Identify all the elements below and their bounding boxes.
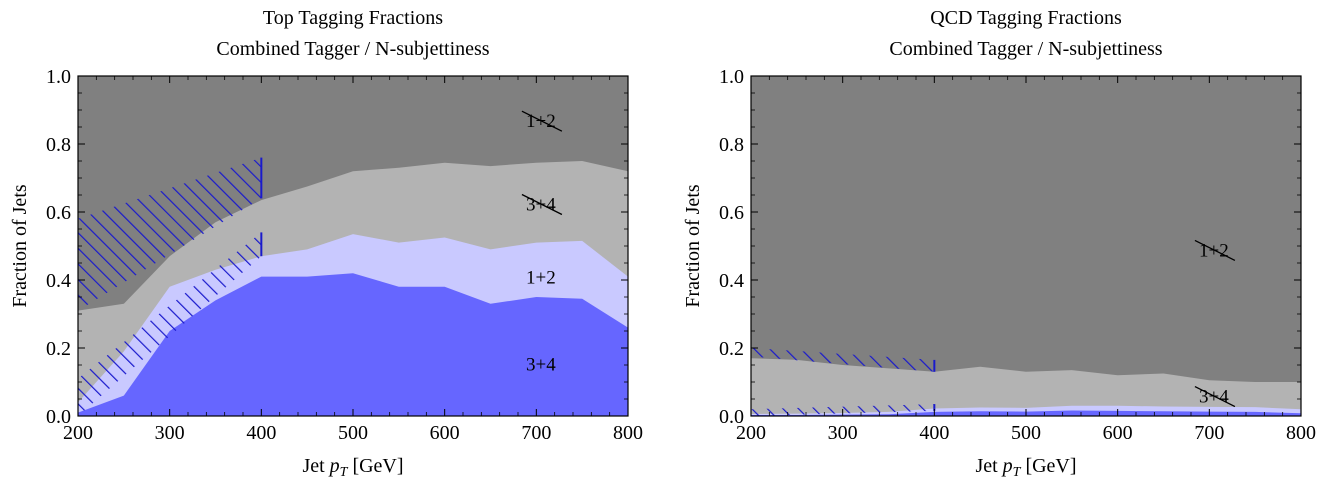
uncertainty-hatch-band-2 [78,232,262,416]
y-tick-label: 0.2 [719,338,744,360]
y-tick-label: 0.6 [719,202,744,224]
chart-panel-1: 1+2 3+4 1+2 3+4 200 300 400 500 600 700 800 0.0 0.2 0… [9,7,643,480]
x-axis-label-word: Jet [975,455,1002,477]
x-axis-label-word: Jet [302,455,329,477]
y-tick-label: 0.8 [46,134,71,156]
y-axis-label: Fraction of Jets [682,184,704,308]
x-tick-label: 500 [1011,422,1041,444]
x-axis-label: Jet pT [GeV] [302,455,403,479]
region-label: 1+2 [526,268,556,289]
region-label-strike [521,110,563,132]
y-tick-label: 0.4 [719,270,744,292]
band-3-4-tagged [78,273,628,416]
plot-area: 1+2 3+4 [751,76,1301,416]
x-axis-label-var: p [328,455,340,477]
x-tick-label: 600 [1103,422,1133,444]
x-axis-label-unit: [GeV] [1020,455,1076,477]
y-tick-label: 0.4 [46,270,71,292]
x-axis-label-sub: T [1013,465,1022,479]
chart-title: QCD Tagging Fractions [930,7,1122,29]
y-tick-label: 0.0 [46,406,71,428]
x-tick-label: 300 [155,422,185,444]
x-tick-label: 400 [246,422,276,444]
x-axis-label: Jet pT [GeV] [975,455,1076,479]
region-label: 1+2 [1199,240,1229,261]
x-tick-label: 700 [1194,422,1224,444]
x-tick-label: 200 [63,422,93,444]
y-tick-label: 1.0 [46,66,71,88]
x-tick-label: 600 [430,422,460,444]
region-label-strike [1194,239,1236,261]
chart-subtitle: Combined Tagger / N-subjettiness [216,38,489,60]
x-tick-label: 500 [338,422,368,444]
region-label: 1+2 [526,111,556,132]
y-axis-label: Fraction of Jets [9,184,31,308]
chart-subtitle: Combined Tagger / N-subjettiness [889,38,1162,60]
y-tick-label: 0.2 [46,338,71,360]
x-tick-label: 800 [1286,422,1316,444]
chart-panel-2: 1+2 3+4 200 300 400 500 600 700 800 0.0 0.2 0.4 0.6 0… [682,7,1316,480]
x-axis-label-unit: [GeV] [347,455,403,477]
uncertainty-hatch-band-1 [78,157,262,311]
region-label: 3+4 [526,354,556,375]
x-tick-label: 200 [736,422,766,444]
region-label-strike [521,193,563,216]
y-tick-label: 0.6 [46,202,71,224]
plot-area: 1+2 3+4 1+2 3+4 [78,76,628,416]
uncertainty-hatch-band-1 [751,348,935,372]
x-tick-label: 800 [613,422,643,444]
band-3-4-untagged [751,358,1301,416]
chart-title: Top Tagging Fractions [263,7,443,29]
x-tick-label: 400 [919,422,949,444]
region-label: 3+4 [526,195,556,216]
region-label-strike [1194,386,1236,408]
y-tick-label: 0.0 [719,406,744,428]
x-axis-label-var: p [1001,455,1013,477]
y-tick-label: 1.0 [719,66,744,88]
x-tick-label: 300 [828,422,858,444]
x-tick-label: 700 [521,422,551,444]
x-axis-label-sub: T [340,465,349,479]
region-label: 3+4 [1199,387,1229,408]
y-tick-label: 0.8 [719,134,744,156]
